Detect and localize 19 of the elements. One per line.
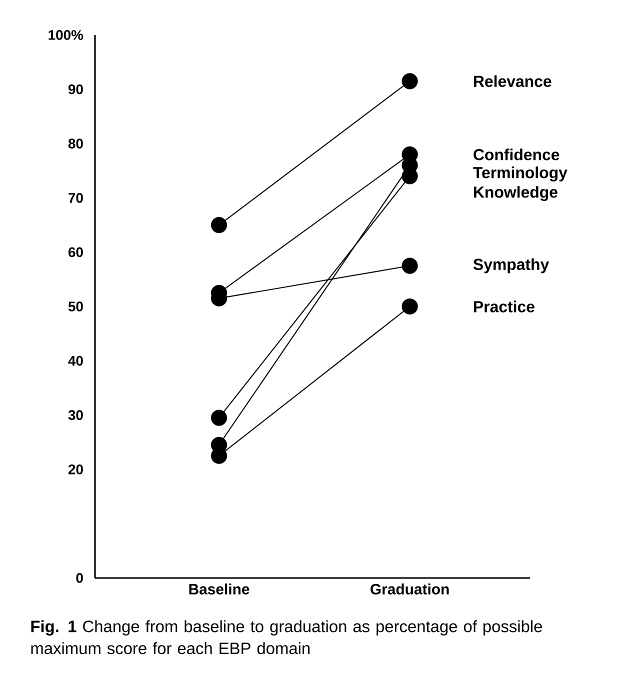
text: Confidence bbox=[474, 148, 560, 160]
text: Fig. 1 Change from baseline to graduation as percentage of possible maximum score for each EBP domain bbox=[31, 620, 542, 654]
y-tick-label: 60 bbox=[68, 247, 83, 258]
y-tick-label: 30 bbox=[68, 410, 83, 420]
text: Knowledge bbox=[474, 186, 558, 202]
text: Sympathy bbox=[473, 258, 550, 274]
y-tick-label: 50 bbox=[68, 302, 83, 312]
y-tick-label: 40 bbox=[68, 356, 83, 366]
y-tick-label: 0 bbox=[76, 573, 83, 583]
text: Practice bbox=[474, 300, 534, 312]
x-tick-label: Graduation bbox=[370, 584, 449, 594]
y-tick-label: 80 bbox=[68, 138, 83, 149]
text: Terminology bbox=[473, 166, 568, 182]
y-tick-label: 70 bbox=[68, 192, 83, 203]
y-tick-label: 100% bbox=[48, 30, 84, 40]
y-tick-label: 90 bbox=[68, 84, 83, 94]
y-tick-label: 20 bbox=[68, 464, 83, 474]
text: Relevance bbox=[474, 75, 552, 87]
x-tick-label: Baseline bbox=[189, 584, 250, 594]
